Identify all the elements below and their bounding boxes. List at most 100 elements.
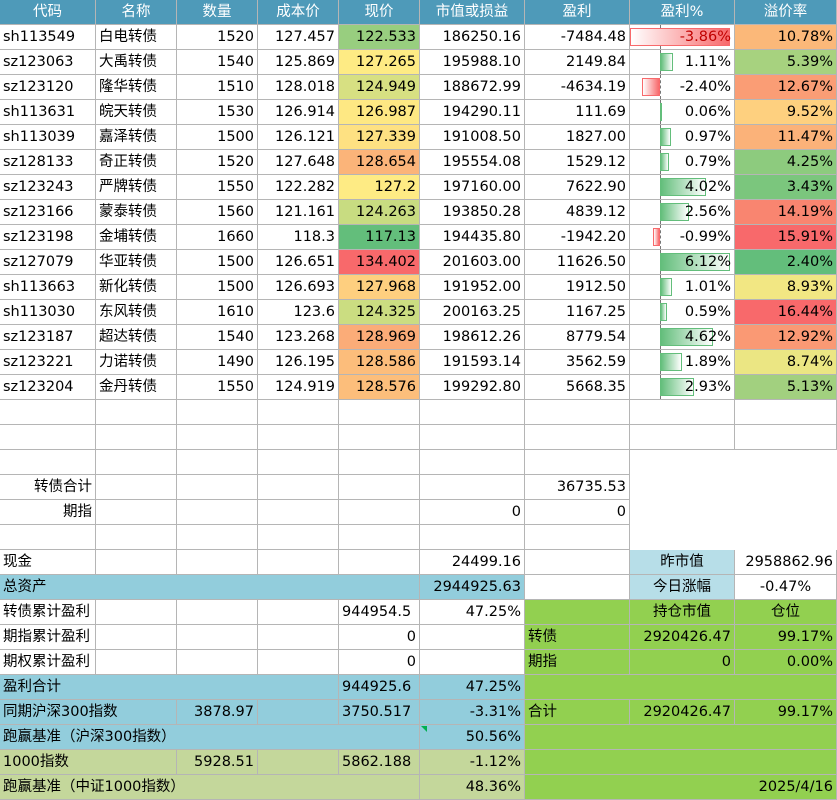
pos-bond-ratio[interactable]: 99.17%: [735, 625, 837, 650]
market-value-cell[interactable]: 194290.11: [420, 100, 525, 125]
empty-cell[interactable]: [525, 575, 630, 600]
cost-cell[interactable]: 126.914: [258, 100, 339, 125]
positions-blank[interactable]: [525, 750, 837, 775]
profit-cell[interactable]: 8779.54: [525, 325, 630, 350]
empty-cell[interactable]: [258, 450, 339, 475]
empty-cell[interactable]: [96, 650, 177, 675]
pos-total-mv[interactable]: 2920426.47: [630, 700, 735, 725]
cost-cell[interactable]: 124.919: [258, 375, 339, 400]
name-cell[interactable]: 超达转债: [96, 325, 177, 350]
prev-mv-label[interactable]: 昨市值: [630, 550, 735, 575]
qty-cell[interactable]: 1530: [177, 100, 258, 125]
profit-pct-cell[interactable]: -0.99%: [630, 225, 735, 250]
premium-cell[interactable]: 3.43%: [735, 175, 837, 200]
empty-cell[interactable]: [258, 400, 339, 425]
empty-cell[interactable]: [177, 400, 258, 425]
price-cell[interactable]: 128.586: [339, 350, 420, 375]
market-value-cell[interactable]: 186250.16: [420, 25, 525, 50]
profit-cell[interactable]: 2149.84: [525, 50, 630, 75]
profit-cell[interactable]: 1827.00: [525, 125, 630, 150]
empty-cell[interactable]: [420, 525, 525, 550]
cost-cell[interactable]: 123.6: [258, 300, 339, 325]
beat-csi1000-label[interactable]: 跑赢基准（中证1000指数）: [0, 775, 420, 800]
cost-cell[interactable]: 125.869: [258, 50, 339, 75]
empty-cell[interactable]: [420, 475, 525, 500]
empty-cell[interactable]: [420, 450, 525, 475]
empty-cell[interactable]: [258, 425, 339, 450]
date-cell[interactable]: 2025/4/16: [525, 775, 837, 800]
name-cell[interactable]: 力诺转债: [96, 350, 177, 375]
empty-cell[interactable]: [339, 525, 420, 550]
premium-cell[interactable]: 4.25%: [735, 150, 837, 175]
empty-cell[interactable]: [258, 600, 339, 625]
cash-value[interactable]: 24499.16: [420, 550, 525, 575]
profit-pct-cell[interactable]: 2.93%: [630, 375, 735, 400]
premium-cell[interactable]: 2.40%: [735, 250, 837, 275]
empty-cell[interactable]: [339, 400, 420, 425]
csi1000-pct[interactable]: -1.12%: [420, 750, 525, 775]
empty-cell[interactable]: [258, 475, 339, 500]
empty-cell[interactable]: [339, 425, 420, 450]
premium-cell[interactable]: 12.92%: [735, 325, 837, 350]
empty-cell[interactable]: [339, 500, 420, 525]
code-cell[interactable]: sz123166: [0, 200, 96, 225]
profit-total-value[interactable]: 944925.6: [339, 675, 420, 700]
bond-cum-value[interactable]: 944954.5: [339, 600, 420, 625]
profit-cell[interactable]: 11626.50: [525, 250, 630, 275]
qty-cell[interactable]: 1500: [177, 125, 258, 150]
name-cell[interactable]: 白电转债: [96, 25, 177, 50]
price-cell[interactable]: 122.533: [339, 25, 420, 50]
prev-mv-value[interactable]: 2958862.96: [735, 550, 837, 575]
empty-cell[interactable]: [177, 475, 258, 500]
code-cell[interactable]: sz123120: [0, 75, 96, 100]
qty-cell[interactable]: 1610: [177, 300, 258, 325]
empty-cell[interactable]: [735, 400, 837, 425]
empty-cell[interactable]: [96, 400, 177, 425]
empty-cell[interactable]: [420, 650, 525, 675]
profit-cell[interactable]: -7484.48: [525, 25, 630, 50]
premium-cell[interactable]: 15.91%: [735, 225, 837, 250]
empty-cell[interactable]: [258, 525, 339, 550]
cost-cell[interactable]: 126.195: [258, 350, 339, 375]
profit-pct-cell[interactable]: 0.59%: [630, 300, 735, 325]
name-cell[interactable]: 大禹转债: [96, 50, 177, 75]
pos-total-label[interactable]: 合计: [525, 700, 630, 725]
cost-cell[interactable]: 123.268: [258, 325, 339, 350]
pos-fut-mv[interactable]: 0: [630, 650, 735, 675]
bond-cum-label[interactable]: 转债累计盈利: [0, 600, 96, 625]
empty-cell[interactable]: [96, 475, 177, 500]
csi1000-now[interactable]: 5862.188: [339, 750, 420, 775]
header-name-cell[interactable]: 名称: [96, 0, 177, 25]
beat-hs300-label[interactable]: 跑赢基准（沪深300指数）: [0, 725, 420, 750]
profit-cell[interactable]: 3562.59: [525, 350, 630, 375]
profit-total-label[interactable]: 盈利合计: [0, 675, 339, 700]
qty-cell[interactable]: 1520: [177, 150, 258, 175]
futures-profit[interactable]: 0: [525, 500, 630, 525]
price-cell[interactable]: 117.13: [339, 225, 420, 250]
market-value-cell[interactable]: 188672.99: [420, 75, 525, 100]
profit-cell[interactable]: 4839.12: [525, 200, 630, 225]
profit-cell[interactable]: 111.69: [525, 100, 630, 125]
csi1000-label[interactable]: 1000指数: [0, 750, 177, 775]
header-code-cell[interactable]: 代码: [0, 0, 96, 25]
profit-cell[interactable]: 1167.25: [525, 300, 630, 325]
opt-cum-label[interactable]: 期权累计盈利: [0, 650, 96, 675]
market-value-cell[interactable]: 195554.08: [420, 150, 525, 175]
qty-cell[interactable]: 1510: [177, 75, 258, 100]
pos-fut-ratio[interactable]: 0.00%: [735, 650, 837, 675]
cash-label[interactable]: 现金: [0, 550, 96, 575]
empty-cell[interactable]: [177, 450, 258, 475]
code-cell[interactable]: sz123221: [0, 350, 96, 375]
fut-cum-label[interactable]: 期指累计盈利: [0, 625, 96, 650]
market-value-cell[interactable]: 200163.25: [420, 300, 525, 325]
market-value-cell[interactable]: 198612.26: [420, 325, 525, 350]
empty-cell[interactable]: [96, 500, 177, 525]
name-cell[interactable]: 严牌转债: [96, 175, 177, 200]
header-profit-pct-cell[interactable]: 盈利%: [630, 0, 735, 25]
empty-cell[interactable]: [96, 425, 177, 450]
cost-cell[interactable]: 126.121: [258, 125, 339, 150]
pos-bond-label[interactable]: 转债: [525, 625, 630, 650]
profit-cell[interactable]: -1942.20: [525, 225, 630, 250]
ratio-label[interactable]: 仓位: [735, 600, 837, 625]
premium-cell[interactable]: 10.78%: [735, 25, 837, 50]
